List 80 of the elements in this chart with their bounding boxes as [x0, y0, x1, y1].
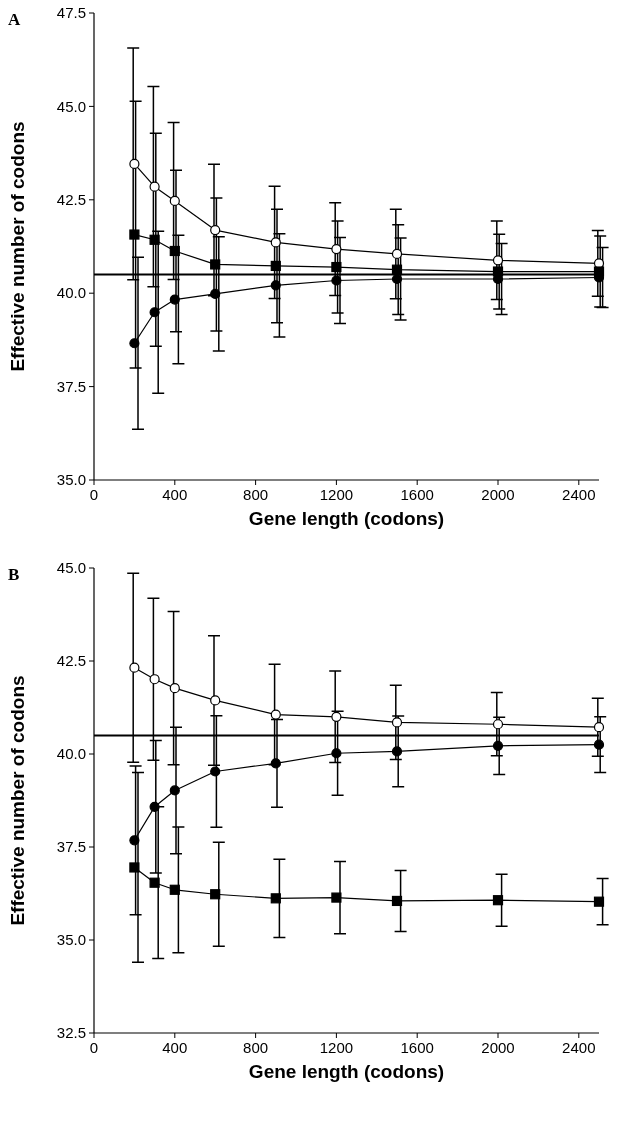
y-tick-label: 35.0	[56, 931, 86, 949]
point	[210, 259, 221, 270]
y-tick-label: 45.0	[56, 559, 86, 577]
y-tick-label: 42.5	[56, 191, 86, 209]
point	[331, 892, 342, 903]
point	[492, 740, 504, 751]
point	[210, 224, 221, 236]
y-tick-label: 37.5	[56, 377, 86, 395]
x-axis-title: Gene length (codons)	[248, 1061, 445, 1082]
point	[149, 801, 160, 812]
y-tick-label: 47.5	[56, 4, 86, 22]
chart-title: B	[8, 565, 20, 584]
x-tick-label: 0	[89, 486, 99, 503]
point	[331, 711, 342, 722]
point	[129, 338, 140, 349]
x-tick-label: 1600	[400, 486, 434, 503]
point	[492, 719, 504, 730]
point	[270, 758, 281, 769]
x-tick-label: 400	[162, 1039, 188, 1056]
chart-title: A	[8, 10, 21, 29]
point	[210, 766, 221, 777]
y-tick-label: 45.0	[56, 97, 86, 115]
point	[492, 895, 504, 906]
x-tick-label: 2400	[562, 486, 596, 503]
point	[391, 248, 403, 260]
point	[270, 260, 281, 272]
y-tick-label: 40.0	[56, 284, 86, 302]
point	[129, 662, 140, 673]
y-tick-label: 40.0	[56, 745, 86, 763]
point	[129, 835, 140, 846]
x-axis-title: Gene length (codons)	[248, 508, 445, 529]
point	[149, 181, 160, 192]
point	[149, 674, 160, 685]
x-tick-label: 2000	[481, 486, 515, 503]
point	[593, 896, 605, 907]
x-tick-label: 800	[243, 486, 269, 503]
point	[169, 245, 180, 257]
point	[169, 294, 180, 305]
y-tick-label: 32.5	[56, 1024, 86, 1042]
x-tick-label: 1200	[319, 1039, 354, 1056]
point	[169, 884, 180, 895]
point	[149, 234, 160, 245]
x-tick-label: 1600	[400, 1039, 434, 1056]
point	[270, 709, 281, 720]
point	[331, 261, 342, 273]
point	[210, 695, 221, 706]
point	[331, 275, 342, 286]
point	[391, 746, 403, 757]
point	[331, 748, 342, 759]
point	[129, 229, 140, 240]
point	[270, 237, 281, 248]
x-tick-label: 2000	[481, 1039, 515, 1056]
y-tick-label: 42.5	[56, 652, 86, 670]
point	[169, 785, 180, 796]
point	[492, 255, 504, 266]
point	[129, 862, 140, 873]
point	[169, 683, 180, 694]
point	[169, 195, 180, 207]
point	[129, 158, 140, 170]
point	[270, 893, 281, 904]
point	[210, 288, 221, 300]
x-tick-label: 400	[162, 486, 188, 503]
point	[593, 722, 605, 733]
point	[270, 280, 281, 291]
x-tick-label: 2400	[562, 1039, 596, 1056]
point	[331, 244, 342, 255]
y-tick-label: 35.0	[56, 471, 86, 489]
point	[391, 895, 403, 907]
point	[391, 264, 403, 275]
point	[149, 307, 160, 318]
x-tick-label: 0	[89, 1039, 99, 1056]
point	[391, 717, 403, 728]
point	[210, 889, 221, 900]
point	[149, 877, 160, 888]
point	[593, 739, 605, 750]
x-tick-label: 1200	[319, 486, 354, 503]
y-axis-title: Effective number of codons	[7, 675, 28, 926]
y-tick-label: 37.5	[56, 838, 86, 856]
x-tick-label: 800	[243, 1039, 269, 1056]
y-axis-title: Effective number of codons	[7, 121, 28, 372]
